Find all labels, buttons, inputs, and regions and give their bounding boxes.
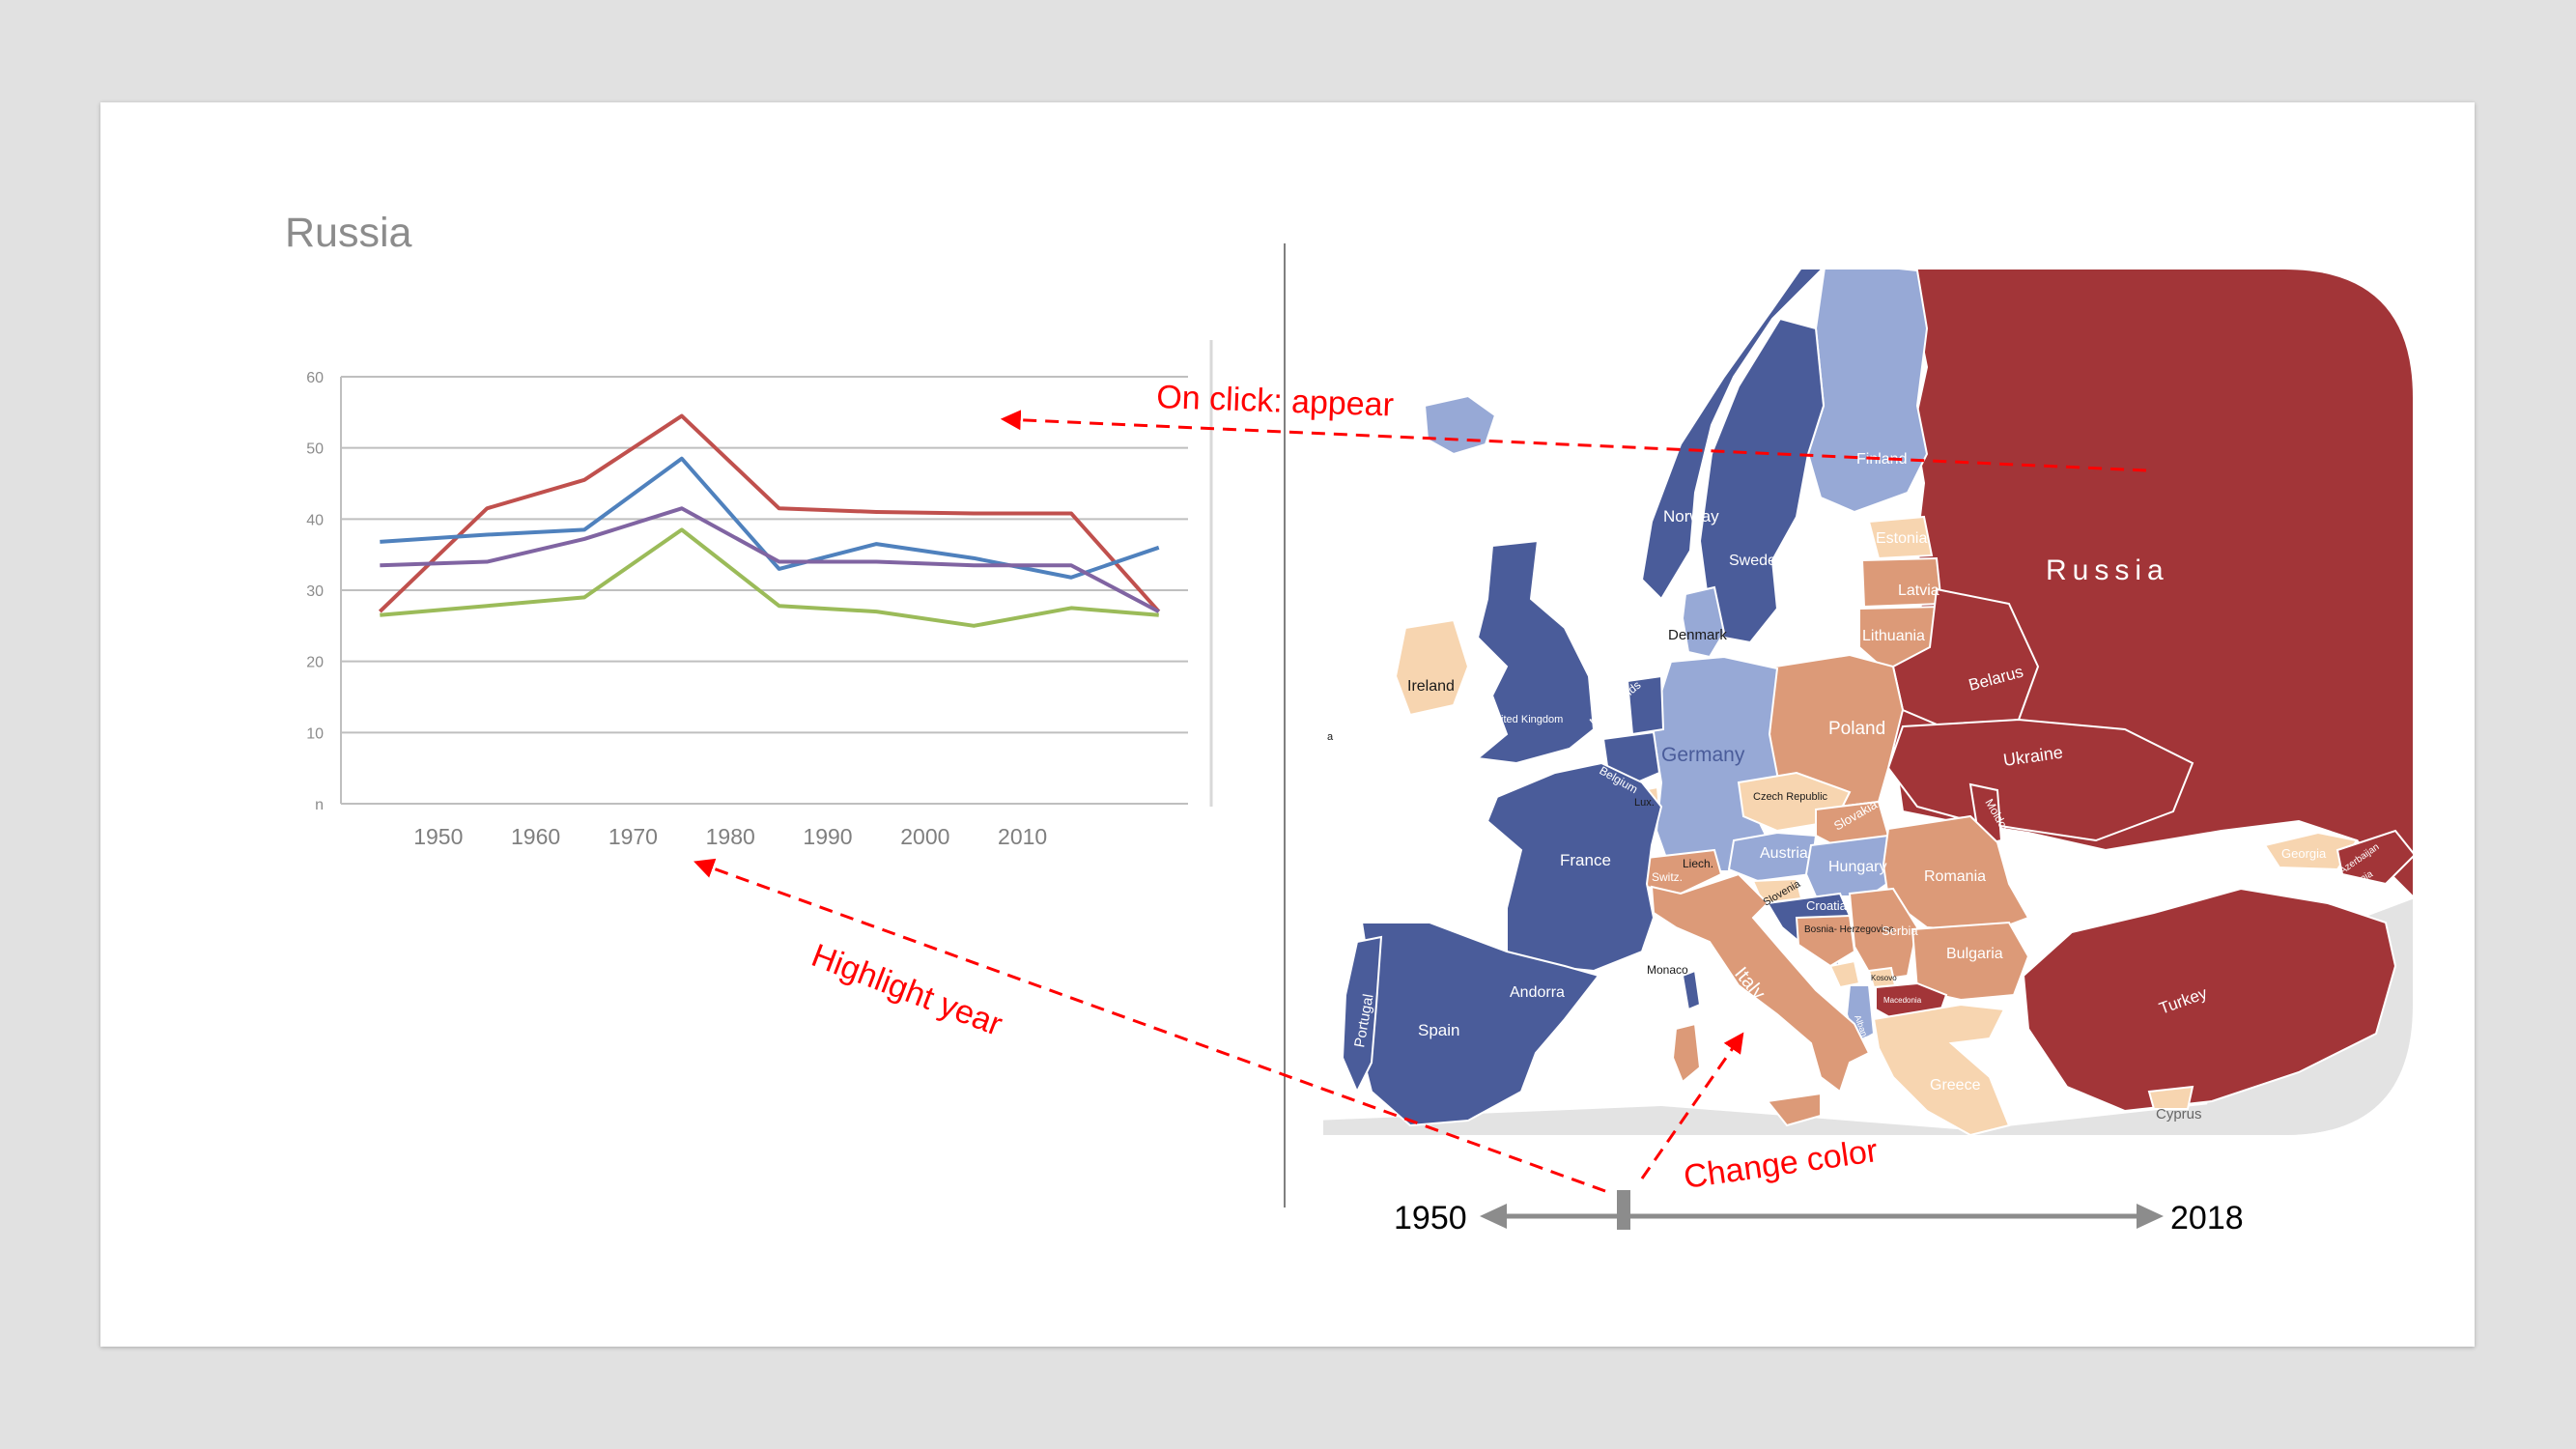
label-cyprus: Cyprus — [2156, 1106, 2202, 1122]
country-netherlands — [1626, 674, 1665, 736]
label-germany: Germany — [1661, 744, 1745, 766]
label-spain: Spain — [1418, 1021, 1459, 1039]
label-macedonia: Macedonia — [1883, 996, 1922, 1005]
label-croatia: Croatia — [1806, 898, 1848, 913]
label-latvia: Latvia — [1898, 582, 1939, 599]
label-serbia: Serbia — [1882, 923, 1918, 938]
change-color-arrow — [1640, 1032, 1744, 1179]
y-tick-label: n — [315, 797, 324, 813]
country-finland — [1806, 270, 1929, 514]
timeline-end-label: 2018 — [2170, 1200, 2244, 1236]
label-monaco: Monaco — [1647, 963, 1688, 977]
series-line — [380, 456, 1160, 580]
country-united-kingdom — [1475, 539, 1596, 765]
label-poland: Poland — [1828, 719, 1885, 739]
label-lux: Lux. — [1634, 797, 1655, 809]
label-switz: Switz. — [1652, 870, 1683, 884]
country-sweden — [1698, 317, 1826, 644]
timeline-slider-handle[interactable] — [1617, 1190, 1630, 1230]
country-cyprus — [2147, 1085, 2194, 1110]
label-bosnia: Bosnia- Herzegovina — [1804, 924, 1894, 935]
country-greece — [1872, 1003, 2011, 1135]
country-ukraine — [1886, 718, 2194, 842]
y-tick-label: 30 — [306, 583, 324, 600]
highlight-year-label: Highlight year — [807, 937, 1007, 1043]
change-color-label: Change color — [1682, 1132, 1881, 1196]
country-montenegro — [1828, 959, 1861, 989]
y-tick-label: 10 — [306, 725, 324, 742]
label-ireland: Ireland — [1407, 678, 1455, 695]
country-ireland — [1394, 618, 1470, 717]
timeline: 1950 2018 — [1394, 1190, 2244, 1236]
label-bulgaria: Bulgaria — [1946, 946, 2003, 962]
label-kosovo: Kosovo — [1871, 974, 1897, 982]
label-georgia: Georgia — [2281, 846, 2327, 861]
landmass-south — [1323, 1082, 2413, 1135]
country-norway — [1640, 270, 1833, 601]
chart-y-ticks: n 10 20 30 40 50 60 — [306, 370, 324, 813]
label-sweden: Sweden — [1729, 553, 1785, 569]
highlight-year-arrow — [694, 858, 1606, 1193]
chart-gridlines — [341, 376, 1188, 805]
y-tick-label: 60 — [306, 370, 324, 386]
label-estonia: Estonia — [1876, 530, 1927, 547]
label-greece: Greece — [1930, 1077, 1981, 1094]
label-norway: Norway — [1663, 507, 1719, 526]
timeline-left-arrowhead — [1480, 1204, 1507, 1229]
label-romania: Romania — [1924, 868, 1986, 885]
series-line — [380, 506, 1160, 613]
country-france — [1486, 761, 1663, 973]
chart-series — [378, 413, 1161, 628]
island-sardinia — [1671, 1022, 1702, 1084]
island-sicily — [1766, 1092, 1822, 1127]
label-liech: Liech. — [1683, 857, 1713, 870]
chart-title: Russia — [285, 210, 412, 256]
country-italy — [1650, 872, 1871, 1094]
country-azerbaijan — [2335, 829, 2413, 886]
on-click-arrow — [1000, 410, 2147, 472]
y-tick-label: 40 — [306, 512, 324, 528]
label-russia: Russia — [2046, 554, 2169, 586]
timeline-start-label: 1950 — [1394, 1200, 1467, 1236]
island-corsica — [1681, 969, 1702, 1011]
country-estonia — [1867, 515, 1934, 560]
x-tick-label: 2000 — [900, 824, 949, 849]
on-click-label: On click: appear — [1156, 379, 1395, 424]
x-tick-label: 1990 — [803, 824, 852, 849]
label-france: France — [1560, 851, 1611, 869]
line-chart: n 10 20 30 40 50 60 1950 1960 1970 1980 1990 2000 20… — [306, 340, 1213, 849]
timeline-right-arrowhead — [2137, 1204, 2164, 1229]
label-united-kingdom: United Kingdom — [1487, 714, 1563, 725]
country-turkey — [2022, 887, 2397, 1113]
series-line — [380, 527, 1159, 628]
y-tick-label: 50 — [306, 441, 324, 458]
country-bosnia — [1795, 914, 1856, 968]
label-andorra: Andorra — [1510, 984, 1565, 1001]
label-malta: a — [1327, 731, 1334, 743]
label-lithuania: Lithuania — [1862, 628, 1925, 644]
europe-map — [1323, 270, 2413, 1135]
x-tick-label: 1970 — [609, 824, 658, 849]
label-austria: Austria — [1760, 845, 1808, 862]
x-tick-label: 1980 — [706, 824, 755, 849]
label-denmark: Denmark — [1668, 627, 1727, 643]
chart-x-ticks: 1950 1960 1970 1980 1990 2000 2010 — [413, 824, 1047, 849]
x-tick-label: 1950 — [413, 824, 463, 849]
x-tick-label: 1960 — [511, 824, 560, 849]
country-portugal — [1341, 935, 1383, 1094]
y-tick-label: 20 — [306, 655, 324, 671]
label-czech-republic: Czech Republic — [1753, 791, 1828, 803]
label-hungary: Hungary — [1828, 859, 1886, 875]
series-line — [378, 413, 1161, 613]
label-finland: Finland — [1856, 451, 1907, 468]
x-tick-label: 2010 — [998, 824, 1047, 849]
country-denmark — [1681, 585, 1726, 659]
